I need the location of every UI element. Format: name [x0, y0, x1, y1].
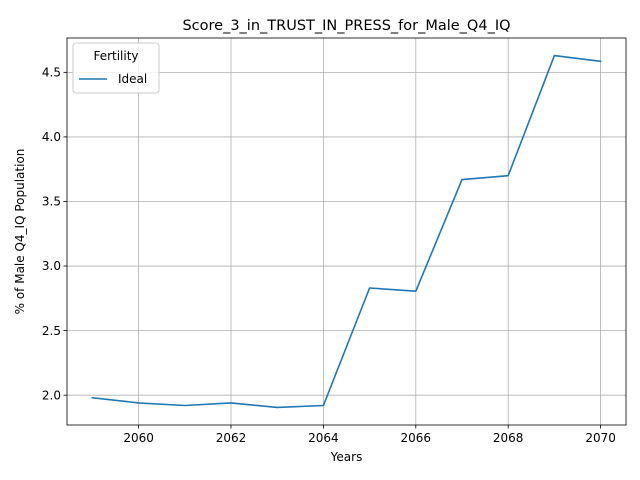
y-tick-label: 4.0 [42, 130, 61, 144]
series-line-ideal [91, 54, 602, 409]
y-tick-label: 2.0 [42, 388, 61, 402]
chart-title: Score_3_in_TRUST_IN_PRESS_for_Male_Q4_IQ [182, 18, 510, 34]
x-tick-label: 2060 [123, 431, 154, 445]
x-tick-label: 2064 [308, 431, 339, 445]
x-tick-label: 2068 [493, 431, 524, 445]
y-tick-label: 3.5 [42, 195, 61, 209]
y-tick-label: 4.5 [42, 66, 61, 80]
x-tick-label: 2062 [216, 431, 247, 445]
y-tick-label: 2.5 [42, 324, 61, 338]
y-axis-label: % of Male Q4_IQ Population [13, 149, 27, 315]
legend-entry-label: Ideal [118, 72, 147, 86]
legend: Fertility Ideal [72, 42, 160, 94]
legend-title: Fertility [93, 49, 138, 63]
x-axis: 2060 2062 2064 2066 2068 2070 [123, 425, 616, 445]
x-axis-label: Years [330, 450, 363, 464]
legend-box [72, 42, 160, 94]
x-tick-label: 2070 [585, 431, 616, 445]
plot-frame [66, 37, 627, 426]
grid [67, 38, 626, 425]
plot-lines [91, 54, 602, 409]
y-axis: 2.0 2.5 3.0 3.5 4.0 4.5 [42, 66, 67, 402]
x-tick-label: 2066 [401, 431, 432, 445]
y-tick-label: 3.0 [42, 259, 61, 273]
